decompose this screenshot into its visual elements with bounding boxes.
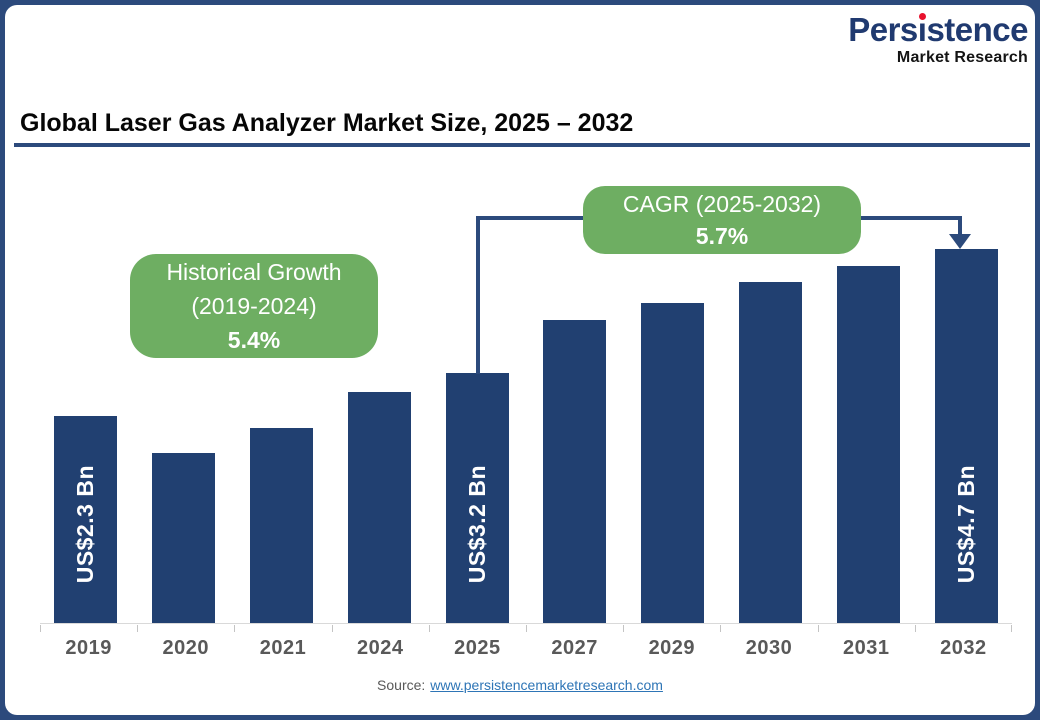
axis-tick [623, 625, 625, 632]
x-axis-ticks [40, 625, 1012, 632]
bar-2031 [837, 266, 900, 623]
logo-tagline: Market Research [896, 48, 1028, 66]
x-axis-label-2019: 2019 [65, 637, 112, 659]
axis-tick [526, 625, 527, 632]
bar-value-label-2032: US$4.7 Bn [952, 464, 979, 583]
historical-growth-line2: (2019-2024) [191, 293, 317, 319]
x-axis-label-2020: 2020 [162, 637, 210, 659]
connector-line-right-horizontal [856, 216, 962, 220]
connector-line-2032-vertical [958, 216, 962, 236]
bar-2027 [543, 320, 607, 623]
source-label: Source: [377, 677, 426, 693]
x-axis-label-2031: 2031 [842, 637, 890, 659]
historical-growth-line1: Historical Growth [166, 259, 342, 285]
x-axis-label-2025: 2025 [454, 637, 501, 659]
logo-wordmark: Persıstence [848, 11, 1028, 48]
axis-tick [137, 625, 139, 632]
logo-text-post: stence [926, 11, 1028, 48]
historical-growth-value: 5.4% [227, 327, 281, 353]
x-axis-label-2024: 2024 [356, 637, 404, 659]
bar-2019: US$2.3 Bn [54, 416, 117, 623]
bar-2032: US$4.7 Bn [934, 249, 998, 623]
axis-tick [40, 625, 41, 632]
axis-tick [1011, 625, 1012, 632]
bar-value-label-2019: US$2.3 Bn [72, 464, 98, 583]
bar-2025: US$3.2 Bn [445, 373, 509, 623]
cagr-callout: CAGR (2025-2032) 5.7% [583, 186, 861, 254]
bar-2030 [739, 282, 803, 623]
axis-tick [428, 625, 430, 632]
bar-2020 [151, 453, 215, 623]
connector-line-left-horizontal [476, 216, 588, 220]
axis-tick [817, 625, 819, 632]
logo-text-pre: Pers [848, 11, 918, 48]
x-axis-label-2027: 2027 [551, 637, 598, 659]
bar-value-label-2025: US$3.2 Bn [463, 464, 490, 583]
x-axis-label-2030: 2030 [745, 637, 793, 659]
axis-tick [720, 625, 722, 632]
bar-2021 [249, 428, 313, 623]
page-title: Global Laser Gas Analyzer Market Size, 2… [20, 109, 634, 137]
cagr-value: 5.7% [695, 223, 749, 249]
x-axis-label-2021: 2021 [259, 637, 307, 659]
source-line: Source: www.persistencemarketresearch.com [0, 677, 1040, 693]
bar-chart-plot-area: US$2.3 Bn US$3.2 Bn US$4.7 Bn [40, 200, 1012, 624]
arrow-down-icon [949, 234, 971, 249]
title-underline-rule [14, 143, 1030, 147]
pmr-logo: Persıstence Market Research [848, 11, 1028, 67]
axis-tick [331, 625, 333, 632]
x-axis-label-2032: 2032 [940, 637, 987, 659]
bar-2029 [641, 303, 705, 623]
x-axis-labels-row: 2019 2020 2021 2024 2025 2027 2029 2030 2031 2032 [40, 637, 1012, 660]
axis-tick [234, 625, 236, 632]
bar-2024 [347, 392, 411, 623]
axis-tick [914, 625, 916, 632]
cagr-line1: CAGR (2025-2032) [622, 191, 822, 217]
source-link[interactable]: www.persistencemarketresearch.com [430, 677, 663, 693]
logo-i-red-dot: ı [917, 11, 927, 48]
x-axis-label-2029: 2029 [648, 637, 696, 659]
connector-line-2025-vertical [476, 216, 480, 374]
historical-growth-callout: Historical Growth (2019-2024) 5.4% [130, 254, 378, 358]
